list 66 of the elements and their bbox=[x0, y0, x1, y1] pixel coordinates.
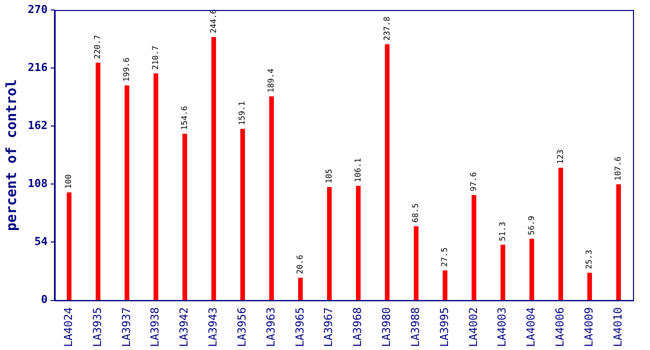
data-label: 220.7 bbox=[93, 34, 102, 59]
y-tick-label: 270 bbox=[28, 2, 48, 16]
data-label: 27.5 bbox=[440, 247, 450, 267]
x-tick-label: LA4004 bbox=[524, 306, 538, 348]
data-label: 97.6 bbox=[469, 172, 478, 192]
x-tick-label: LA4002 bbox=[466, 307, 480, 348]
data-label: 106.1 bbox=[353, 158, 362, 182]
data-label: 210.7 bbox=[150, 45, 160, 70]
bar bbox=[240, 128, 245, 300]
x-tick-label: LA3965 bbox=[293, 307, 306, 348]
x-tick-label: LA3943 bbox=[206, 307, 220, 348]
y-tick-label: 108 bbox=[28, 177, 48, 190]
data-label: 20.6 bbox=[296, 254, 305, 274]
data-label: 189.4 bbox=[266, 68, 276, 93]
x-tick-label: LA3968 bbox=[351, 307, 364, 348]
bar bbox=[298, 278, 303, 300]
y-tick-label: 216 bbox=[28, 60, 48, 74]
x-tick-label: LA4006 bbox=[554, 307, 567, 348]
bar bbox=[587, 272, 592, 300]
data-label: 237.8 bbox=[382, 16, 392, 41]
y-tick-label: 162 bbox=[28, 118, 48, 132]
x-tick-label: LA4024 bbox=[62, 306, 75, 348]
x-tick-label: LA3980 bbox=[380, 307, 394, 348]
y-tick-label: 0 bbox=[41, 293, 48, 306]
x-tick-label: LA3956 bbox=[235, 307, 248, 348]
bar bbox=[500, 244, 506, 300]
bar bbox=[154, 73, 158, 300]
bar bbox=[182, 134, 188, 300]
bar bbox=[66, 192, 72, 300]
data-label: 107.6 bbox=[614, 156, 623, 181]
bar bbox=[269, 96, 274, 300]
data-label: 123 bbox=[556, 149, 565, 164]
bar bbox=[327, 187, 332, 300]
x-tick-label: LA3995 bbox=[438, 307, 451, 348]
data-label: 68.5 bbox=[411, 203, 420, 223]
x-tick-label: LA4010 bbox=[611, 307, 624, 348]
bar bbox=[472, 195, 476, 300]
x-tick-label: LA3937 bbox=[120, 307, 133, 348]
bar bbox=[211, 36, 216, 300]
x-tick-label: LA3942 bbox=[178, 307, 191, 348]
bar bbox=[96, 62, 100, 300]
data-label: 199.6 bbox=[122, 57, 132, 82]
bar bbox=[124, 85, 130, 300]
bar bbox=[529, 238, 534, 300]
data-label: 154.6 bbox=[180, 106, 189, 130]
x-tick-label: LA4009 bbox=[582, 307, 596, 348]
x-tick-label: LA3988 bbox=[408, 307, 422, 348]
x-tick-label: LA3935 bbox=[90, 307, 104, 348]
data-label: 51.3 bbox=[498, 222, 507, 242]
bar bbox=[558, 168, 564, 300]
y-tick-label: 54 bbox=[34, 235, 48, 248]
data-label: 159.1 bbox=[238, 100, 247, 126]
bar bbox=[414, 226, 418, 300]
x-tick-label: LA3963 bbox=[264, 307, 278, 348]
bar bbox=[442, 270, 448, 300]
data-label: 56.9 bbox=[526, 216, 536, 236]
data-label: 100 bbox=[64, 174, 74, 189]
bar bbox=[616, 184, 621, 300]
y-axis-title: percent of control bbox=[4, 79, 20, 231]
x-tick-label: LA3967 bbox=[322, 307, 336, 348]
data-label: 25.3 bbox=[584, 250, 594, 270]
bar bbox=[356, 186, 361, 300]
x-tick-label: LA3938 bbox=[148, 307, 162, 348]
x-tick-label: LA4003 bbox=[496, 307, 509, 348]
data-label: 105 bbox=[324, 168, 334, 184]
bar bbox=[384, 44, 390, 300]
